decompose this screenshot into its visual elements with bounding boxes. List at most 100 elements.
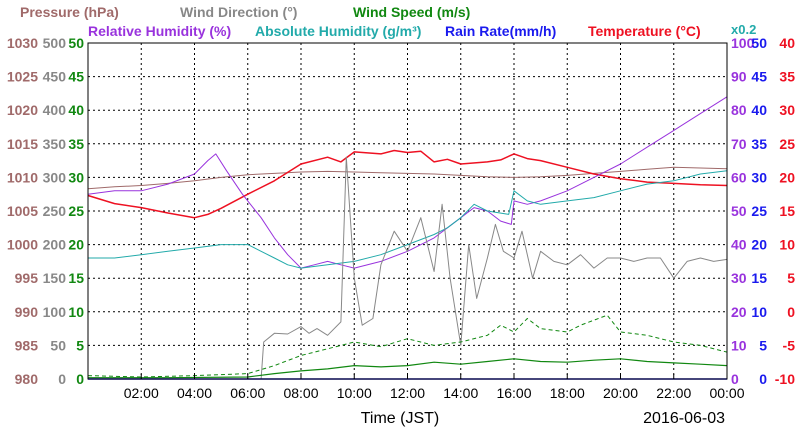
rain-scale-label: x0.2 [731,22,756,37]
rain-tick-label: 45 [751,69,767,85]
temperature-tick-label: 0 [787,304,795,320]
x-axis: 02:00 04:00 06:00 08:00 10:00 12:00 14:00 16:00… [124,374,745,401]
legend-entry: Pressure (hPa) [20,4,119,20]
pressure-tick-label: 1025 [7,69,38,85]
wind-speed-tick-label: 0 [76,371,84,387]
rain-tick-label: 50 [751,35,767,51]
wind-speed-tick-label: 15 [68,270,84,286]
wind-speed-tick-label: 10 [68,304,84,320]
legend-entry: Rain Rate(mm/h) [445,23,556,39]
series-temperature [87,149,728,219]
rain-tick-label: 5 [759,337,767,353]
x-tick-label: 22:00 [656,385,691,401]
rain-tick-label: 10 [751,304,767,320]
wind-dir-tick-label: 350 [43,136,67,152]
wind-dir-tick-label: 300 [43,169,67,185]
legend-entry: Wind Direction (°) [180,4,297,20]
series-abs-humidity [88,170,728,269]
pressure-tick-label: 990 [15,304,39,320]
humidity-tick-label: 30 [731,270,747,286]
wind-speed-tick-label: 40 [68,102,84,118]
wind-dir-tick-label: 250 [43,203,67,219]
temperature-tick-label: 20 [779,169,795,185]
series-wind-speed_max [87,314,728,378]
wind-dir-tick-label: 200 [43,237,67,253]
x-tick-label: 00:00 [709,385,744,401]
x-tick-label: 08:00 [283,385,318,401]
pressure-tick-label: 980 [15,371,39,387]
rain-tick-label: 0 [759,371,767,387]
legend-entry: Relative Humidity (%) [88,23,231,39]
wind-dir-tick-label: 500 [43,35,67,51]
wind-speed-tick-label: 20 [68,237,84,253]
date-label: 2016-06-03 [643,410,725,427]
legend-entry: Absolute Humidity (g/m³) [255,23,421,39]
pressure-tick-label: 985 [15,337,39,353]
rain-tick-label: 30 [751,169,767,185]
x-tick-label: 18:00 [550,385,585,401]
humidity-tick-label: 100 [731,35,755,51]
humidity-tick-label: 40 [731,237,747,253]
humidity-tick-label: 70 [731,136,747,152]
x-axis-label: Time (JST) [361,410,440,427]
wind-speed-tick-label: 35 [68,136,84,152]
wind-speed-tick-label: 50 [68,35,84,51]
x-tick-label: 12:00 [390,385,425,401]
wind-dir-tick-label: 150 [43,270,67,286]
wind-speed-tick-label: 30 [68,169,84,185]
x-tick-label: 06:00 [230,385,265,401]
rain-tick-label: 35 [751,136,767,152]
wind-speed-tick-label: 25 [68,203,84,219]
humidity-tick-label: 0 [731,371,739,387]
rain-tick-label: 15 [751,270,767,286]
series-wind-speed [88,358,728,379]
wind-dir-tick-label: 100 [43,304,67,320]
rain-tick-label: 25 [751,203,767,219]
temperature-tick-label: -5 [783,337,796,353]
humidity-tick-label: 80 [731,102,747,118]
temperature-tick-label: 5 [787,270,795,286]
pressure-tick-label: 995 [15,270,39,286]
humidity-tick-label: 20 [731,304,747,320]
temperature-tick-label: -10 [775,371,795,387]
wind-dir-tick-label: 50 [50,337,66,353]
x-tick-label: 14:00 [443,385,478,401]
x-tick-label: 10:00 [337,385,372,401]
temperature-tick-label: 25 [779,136,795,152]
wind-dir-tick-label: 0 [58,371,66,387]
wind-dir-tick-label: 450 [43,69,67,85]
temperature-tick-label: 10 [779,237,795,253]
series-wind-dir [260,156,728,380]
pressure-tick-label: 1000 [7,237,38,253]
pressure-tick-label: 1015 [7,136,38,152]
pressure-tick-label: 1020 [7,102,38,118]
wind-dir-tick-label: 400 [43,102,67,118]
humidity-tick-label: 90 [731,69,747,85]
temperature-tick-label: 30 [779,102,795,118]
temperature-tick-label: 35 [779,69,795,85]
humidity-tick-label: 50 [731,203,747,219]
temperature-tick-label: 40 [779,35,795,51]
wind-speed-tick-label: 45 [68,69,84,85]
pressure-tick-label: 1010 [7,169,38,185]
temperature-tick-label: 15 [779,203,795,219]
humidity-tick-label: 60 [731,169,747,185]
x-tick-label: 04:00 [177,385,212,401]
pressure-tick-label: 1005 [7,203,38,219]
pressure-tick-label: 1030 [7,35,38,51]
series-pressure [87,166,728,190]
legend-entry: Wind Speed (m/s) [353,4,470,20]
x-tick-label: 16:00 [496,385,531,401]
legend-entry: Temperature (°C) [588,23,701,39]
x-tick-label: 20:00 [603,385,638,401]
y-axes: 9809859909951000100510101015102010251030… [7,35,795,387]
series-humidity [87,96,728,269]
grid [88,43,727,379]
legend: Pressure (hPa) Wind Direction (°) Wind Spe… [20,4,701,39]
rain-tick-label: 20 [751,237,767,253]
x-tick-label: 02:00 [124,385,159,401]
wind-speed-tick-label: 5 [76,337,84,353]
humidity-tick-label: 10 [731,337,747,353]
rain-tick-label: 40 [751,102,767,118]
